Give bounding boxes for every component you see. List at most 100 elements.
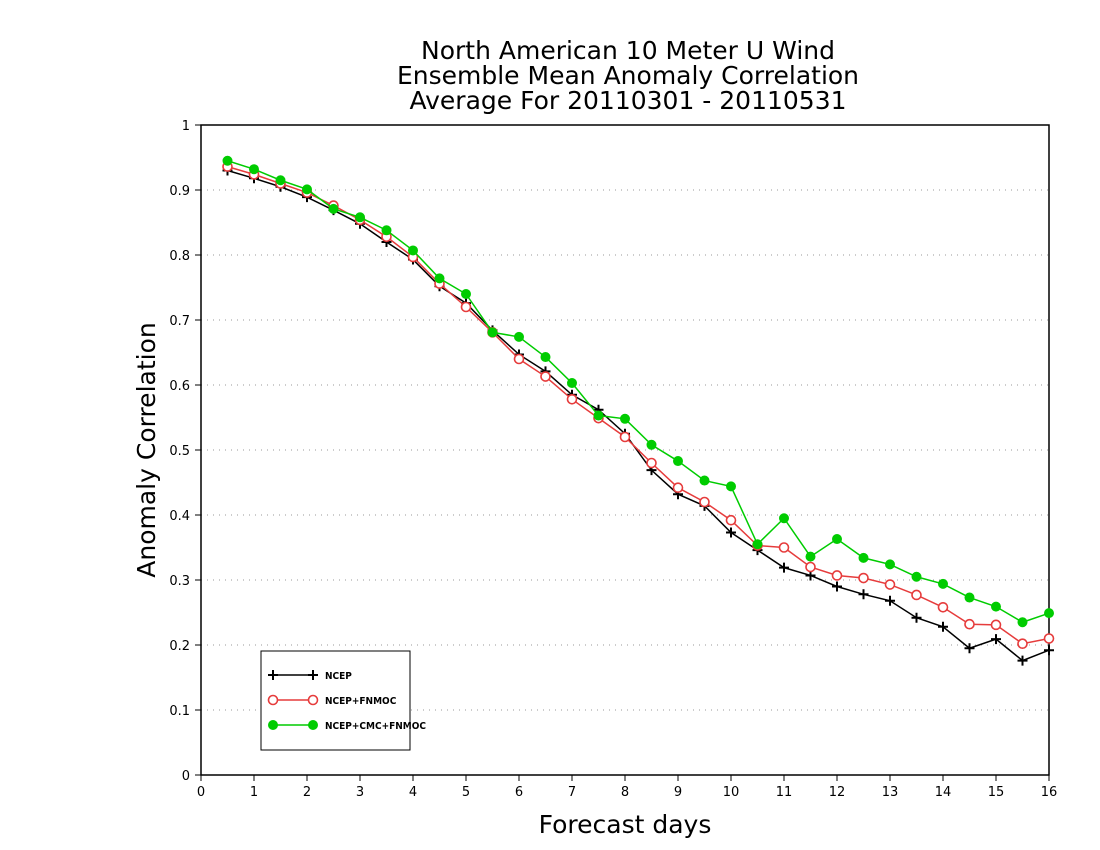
data-point	[699, 496, 710, 508]
data-point	[513, 353, 525, 365]
y-tick-label: 0.9	[169, 184, 190, 199]
y-tick-label: 0.1	[169, 704, 190, 719]
legend-marker	[268, 720, 278, 730]
data-point	[302, 184, 312, 195]
x-tick-label: 13	[882, 785, 899, 800]
legend-marker	[267, 694, 279, 706]
data-point	[249, 164, 259, 175]
x-tick-label: 11	[776, 785, 793, 800]
x-tick-label: 9	[674, 785, 682, 800]
series-ncep-fnmoc	[222, 161, 1055, 650]
legend-entry: NCEP+CMC+FNMOC	[268, 720, 426, 732]
x-tick-label: 2	[303, 785, 311, 800]
legend-marker	[308, 670, 318, 680]
x-tick-label: 15	[988, 785, 1005, 800]
data-point	[779, 562, 789, 573]
data-point	[858, 552, 869, 563]
x-tick-label: 8	[621, 785, 629, 800]
data-point	[673, 456, 683, 467]
data-point	[911, 612, 922, 623]
data-point	[991, 634, 1001, 645]
x-tick-label: 6	[515, 785, 523, 800]
y-tick-label: 0.8	[169, 249, 190, 264]
data-point	[222, 155, 233, 166]
series-line	[227, 165, 1050, 645]
data-point	[275, 175, 286, 186]
grid-lines	[201, 189, 1049, 711]
x-tick-label: 5	[462, 785, 470, 800]
data-point	[540, 371, 551, 382]
y-tick-label: 0.2	[169, 639, 190, 654]
x-tick-label: 1	[250, 785, 258, 800]
data-point	[832, 581, 842, 592]
data-point	[964, 618, 975, 630]
data-point	[805, 551, 816, 562]
data-point	[1044, 608, 1054, 619]
data-point	[567, 378, 577, 389]
data-point	[937, 601, 949, 613]
y-tick-label: 1	[182, 119, 190, 134]
axis-ticks: 00.10.20.30.40.50.60.70.80.910 1 2 3 4 5 6 7 8 9 1…	[169, 119, 1057, 800]
series-line	[227, 160, 1050, 624]
y-tick-label: 0.3	[169, 574, 190, 589]
data-point	[1017, 638, 1028, 650]
data-point	[1017, 617, 1028, 628]
data-point	[328, 203, 339, 214]
data-point	[726, 527, 736, 538]
x-tick-label: 10	[723, 785, 740, 800]
data-point	[805, 561, 816, 573]
data-point	[964, 643, 975, 654]
legend-label: NCEP+FNMOC	[325, 696, 397, 707]
data-point	[991, 601, 1001, 612]
legend-marker	[307, 694, 319, 706]
chart-title-line: North American 10 Meter U Wind	[421, 36, 835, 65]
data-point	[619, 431, 631, 443]
data-point	[434, 273, 445, 284]
chart-title-line: Ensemble Mean Anomaly Correlation	[397, 61, 859, 90]
data-point	[1044, 645, 1054, 656]
legend: NCEP NCEP+FNMOC NCEP+CMC+FNMOC	[260, 650, 426, 751]
y-tick-label: 0.6	[169, 379, 190, 394]
data-point	[911, 571, 922, 582]
x-tick-label: 3	[356, 785, 364, 800]
y-tick-label: 0.7	[169, 314, 190, 329]
data-point	[646, 439, 657, 450]
series-ncep	[222, 165, 1054, 666]
y-tick-label: 0.5	[169, 444, 190, 459]
data-point	[355, 212, 365, 223]
legend-marker	[308, 720, 318, 730]
data-point	[779, 513, 789, 524]
data-point	[1017, 655, 1028, 666]
chart-title-line: Average For 20110301 - 20110531	[409, 86, 846, 115]
data-point	[884, 579, 896, 590]
legend-label: NCEP	[325, 671, 352, 682]
data-point	[911, 589, 922, 601]
data-point	[990, 619, 1002, 631]
data-point	[381, 225, 392, 236]
data-point	[566, 393, 578, 405]
data-point	[1043, 633, 1055, 644]
data-point	[778, 542, 790, 553]
x-tick-label: 4	[409, 785, 417, 800]
x-tick-label: 7	[568, 785, 576, 800]
data-point	[726, 481, 736, 492]
x-tick-label: 0	[197, 785, 205, 800]
data-point	[672, 482, 684, 494]
data-point	[858, 589, 869, 600]
data-point	[938, 621, 948, 632]
data-point	[460, 301, 472, 313]
x-tick-label: 14	[935, 785, 952, 800]
data-point	[620, 413, 630, 424]
data-point	[699, 475, 710, 486]
y-tick-label: 0	[182, 769, 190, 784]
legend-marker	[268, 670, 278, 680]
legend-entry: NCEP	[268, 670, 352, 682]
data-point	[514, 331, 524, 342]
data-point	[408, 245, 418, 256]
x-tick-label: 12	[829, 785, 846, 800]
series-ncep-cmc-fnmoc	[222, 155, 1054, 628]
data-point	[487, 327, 498, 338]
data-point	[832, 534, 842, 545]
